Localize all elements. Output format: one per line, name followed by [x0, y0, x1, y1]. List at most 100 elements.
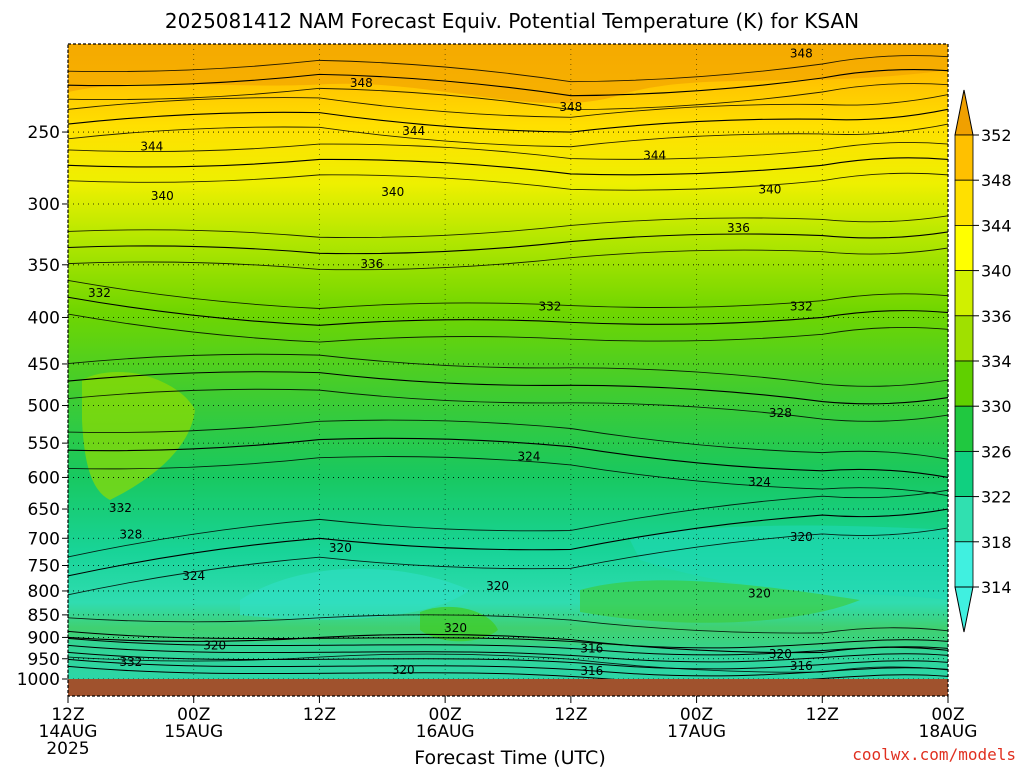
x-tick-label: 18AUG: [919, 722, 978, 742]
colorbar-label: 336: [981, 307, 1012, 326]
x-tick-label: 00Z: [931, 705, 964, 725]
colorbar-swatch: [954, 496, 974, 543]
plot-frame: [67, 43, 949, 697]
y-tick-label: 500: [28, 397, 60, 417]
contour-label: 344: [140, 140, 163, 154]
cool-pocket: [240, 568, 470, 620]
contour-aux: [67, 83, 949, 111]
y-axis: 2503003504004505005506006507007508008509…: [17, 123, 68, 690]
colorbar-label: 314: [981, 578, 1012, 597]
colorbar-label: 318: [981, 533, 1012, 552]
contour-label: 340: [381, 185, 404, 199]
contour-348: [67, 68, 949, 97]
contour-label: 320: [444, 621, 467, 635]
ground-strip: [68, 679, 948, 696]
colorbar-swatch: [954, 405, 974, 452]
boundary-contour: [67, 651, 949, 670]
colorbar-swatch: [954, 360, 974, 407]
contour-340: [67, 157, 949, 176]
contour-aux: [67, 353, 949, 387]
y-tick-label: 550: [28, 434, 60, 454]
colorbar-label: 348: [981, 171, 1012, 190]
contour-aux: [67, 142, 949, 160]
contour-aux: [67, 279, 949, 309]
credit-text: coolwx.com/models: [852, 745, 1016, 764]
contour-316: [67, 633, 949, 654]
contour-label: 320: [748, 586, 771, 600]
contour-aux: [67, 489, 949, 558]
x-tick-label: 00Z: [177, 705, 210, 725]
x-tick-label: 2025: [46, 739, 89, 759]
contour-label: 332: [88, 286, 111, 300]
y-tick-label: 450: [28, 355, 60, 375]
contour-label: 348: [790, 47, 813, 61]
contour-aux: [67, 419, 949, 460]
colorbar-label: 344: [981, 216, 1012, 235]
contour-344: [67, 108, 949, 133]
contour-label: 348: [350, 76, 373, 90]
boundary-contour: [67, 630, 949, 649]
colorbar-label: 330: [981, 397, 1012, 416]
contour-label: 316: [790, 659, 813, 673]
colorbar-label: 352: [981, 126, 1012, 145]
cool-layer: [630, 525, 948, 600]
colorbar-swatch: [954, 541, 974, 588]
x-tick-label: 00Z: [680, 705, 713, 725]
contour-label: 340: [758, 182, 781, 196]
y-tick-label: 250: [28, 123, 60, 143]
contour-label: 328: [769, 406, 792, 420]
contour-label: 320: [203, 639, 226, 653]
dry-pocket: [82, 371, 195, 500]
colorbar-swatch: [954, 450, 974, 497]
x-tick-label: 14AUG: [39, 722, 98, 742]
contour-label: 320: [790, 530, 813, 544]
colorbar-label: 322: [981, 488, 1012, 507]
x-tick-label: 00Z: [429, 705, 462, 725]
colorbar-arrow-top: [954, 89, 974, 136]
contour-label: 348: [559, 100, 582, 114]
contour-328: [67, 371, 949, 405]
x-tick-label: 12Z: [51, 705, 84, 725]
colorbar-label: 326: [981, 442, 1012, 461]
colorbar-arrow-bottom: [954, 586, 974, 633]
x-axis-title: Forecast Time (UTC): [414, 747, 605, 768]
colorbar-swatch: [954, 134, 974, 181]
boundary-contour: [67, 658, 949, 677]
colorbar-swatch: [954, 224, 974, 271]
contour-label: 340: [151, 189, 174, 203]
x-tick-label: 12Z: [554, 705, 587, 725]
contour-aux: [67, 527, 949, 596]
y-tick-label: 950: [28, 650, 60, 670]
contour-label: 316: [580, 664, 603, 678]
x-tick-label: 12Z: [806, 705, 839, 725]
contour-label: 336: [727, 221, 750, 235]
contour-label: 344: [402, 124, 425, 138]
contour-320: [67, 508, 949, 577]
contour-label: 332: [790, 300, 813, 314]
chart-title: 2025081412 NAM Forecast Equiv. Potential…: [165, 9, 859, 33]
y-tick-label: 700: [28, 529, 60, 549]
y-tick-label: 350: [28, 256, 60, 276]
contour-aux: [67, 247, 949, 271]
colorbar: 352 348 344 340 336 334 330 326 322 318 314: [954, 89, 1012, 633]
x-tick-label: 15AUG: [164, 722, 223, 742]
contour-aux: [67, 172, 949, 191]
colorbar-swatch: [954, 179, 974, 226]
contour-aux: [67, 614, 949, 634]
contour-label: 336: [360, 257, 383, 271]
y-tick-label: 300: [28, 195, 60, 215]
contour-label: 328: [119, 527, 142, 541]
contour-lines: [67, 55, 949, 684]
contour-aux: [67, 94, 949, 118]
contour-label: 324: [517, 450, 540, 464]
contour-aux: [67, 653, 949, 673]
colorbar-swatch: [954, 270, 974, 317]
contour-label: 320: [769, 647, 792, 661]
contour-aux: [67, 55, 949, 83]
contour-aux: [67, 313, 949, 343]
y-tick-label: 800: [28, 582, 60, 602]
contour-label: 324: [182, 569, 205, 583]
moist-band: [580, 580, 860, 623]
